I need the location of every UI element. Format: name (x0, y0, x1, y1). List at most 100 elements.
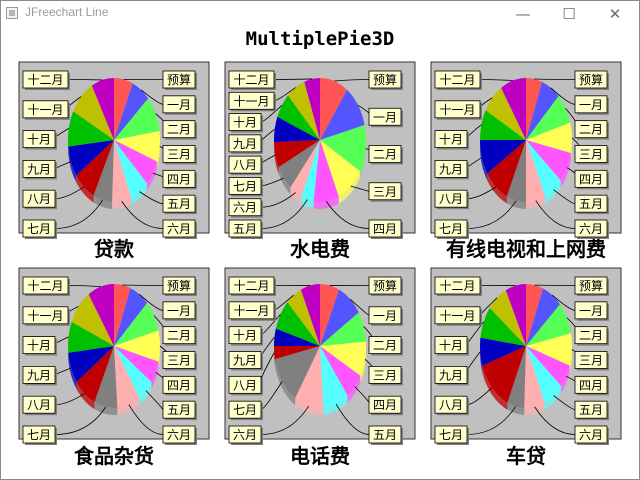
label-box (22, 395, 56, 414)
pie-slice-三月 (526, 333, 572, 366)
pie-slice-五月 (526, 346, 562, 403)
pie-side-七月 (507, 402, 525, 415)
slice-label-九月: 九月 (27, 368, 51, 382)
label-box (22, 130, 56, 148)
minimize-button[interactable]: — (515, 5, 531, 23)
pie-slice-十月 (68, 321, 114, 353)
label-box (162, 351, 196, 369)
slice-label-二月: 二月 (373, 339, 397, 353)
pie-side-七月 (506, 196, 526, 209)
pie-side-六月 (112, 197, 131, 209)
close-button[interactable]: ✕ (608, 5, 622, 23)
label-box (574, 194, 608, 213)
window-titlebar: JFreechart Line — ☐ ✕ (0, 0, 640, 28)
chart-title: MultiplePie3D (245, 28, 395, 50)
slice-label-八月: 八月 (27, 192, 51, 206)
label-box (162, 375, 196, 394)
label-link-一月 (551, 294, 576, 311)
pie-slice-六月 (295, 346, 324, 408)
label-link-五月 (553, 189, 576, 205)
pie-slice-十月 (480, 110, 526, 140)
pie-side-八月 (76, 175, 94, 203)
slice-label-五月: 五月 (579, 403, 603, 417)
label-link-预算 (334, 79, 370, 82)
slice-label-十月: 十月 (233, 329, 257, 343)
slice-label-十二月: 十二月 (233, 73, 269, 87)
pie-slice-六月 (524, 346, 545, 408)
slice-label-三月: 三月 (579, 354, 603, 368)
slice-label-十一月: 十一月 (439, 103, 475, 117)
slice-label-十二月: 十二月 (27, 73, 63, 87)
slice-label-六月: 六月 (233, 428, 257, 442)
pie-slice-十一月 (73, 85, 114, 140)
label-box (574, 301, 608, 320)
slice-label-十一月: 十一月 (27, 309, 63, 323)
pie-slice-五月 (114, 140, 147, 198)
label-box (22, 219, 56, 238)
label-box (368, 145, 402, 163)
label-box (368, 219, 402, 238)
pie-side-四月 (313, 196, 339, 210)
pie-side-四月 (146, 161, 158, 191)
label-box (162, 219, 196, 238)
pie-slice-十一月 (288, 81, 320, 140)
slice-label-十一月: 十一月 (233, 94, 269, 108)
slice-label-一月: 一月 (167, 98, 191, 112)
slice-label-五月: 五月 (373, 428, 397, 442)
pie-slice-十二月 (505, 284, 526, 346)
pie-side-五月 (130, 183, 147, 205)
pie-slice-预算 (320, 78, 348, 140)
slice-label-六月: 六月 (579, 428, 603, 442)
slice-label-三月: 三月 (167, 148, 191, 162)
label-box (228, 351, 262, 369)
pie-slice-四月 (114, 346, 159, 383)
pie-slice-预算 (526, 78, 543, 140)
label-box (574, 276, 608, 295)
slice-label-十一月: 十一月 (27, 103, 63, 117)
slice-label-六月: 六月 (167, 222, 191, 236)
pie-slice-十月 (480, 307, 526, 346)
pie-slice-五月 (526, 140, 561, 197)
label-box (22, 336, 56, 355)
label-box (434, 336, 468, 355)
pie-subtitle: 电话费 (290, 444, 350, 468)
pie-side-六月 (290, 187, 302, 204)
slice-label-七月: 七月 (233, 403, 257, 417)
slice-label-九月: 九月 (439, 368, 463, 382)
pie-slice-一月 (114, 288, 148, 346)
label-link-八月 (54, 393, 85, 406)
maximize-button[interactable]: ☐ (562, 5, 576, 23)
pie-slice-八月 (274, 140, 320, 168)
slice-label-十月: 十月 (439, 133, 463, 147)
pie-subtitle: 水电费 (290, 237, 350, 261)
slice-label-九月: 九月 (233, 137, 257, 151)
pie-subtitle: 有线电视和上网费 (446, 237, 606, 261)
pie-side-三月 (569, 346, 572, 373)
slice-label-预算: 预算 (167, 72, 191, 87)
label-box (162, 95, 196, 114)
slice-label-八月: 八月 (233, 158, 257, 172)
pie-slice-三月 (526, 122, 573, 154)
pie-slice-八月 (487, 140, 526, 197)
label-box (434, 219, 468, 238)
label-box (574, 145, 608, 163)
slice-label-四月: 四月 (167, 172, 191, 186)
slice-label-七月: 七月 (27, 222, 51, 236)
pie-slice-九月 (68, 140, 114, 176)
slice-label-一月: 一月 (579, 98, 603, 112)
slice-label-四月: 四月 (579, 378, 603, 392)
label-link-六月 (534, 406, 576, 435)
label-link-五月 (139, 191, 164, 205)
label-box (228, 134, 262, 153)
label-box (162, 145, 196, 163)
label-box (368, 276, 402, 295)
slice-label-一月: 一月 (373, 309, 397, 323)
label-box (22, 189, 56, 208)
label-link-六月 (121, 200, 164, 229)
pie-side-四月 (151, 361, 159, 390)
label-box (228, 177, 262, 195)
slice-label-九月: 九月 (233, 354, 257, 368)
label-link-五月 (260, 199, 308, 229)
label-box (434, 395, 468, 414)
label-box (574, 95, 608, 114)
